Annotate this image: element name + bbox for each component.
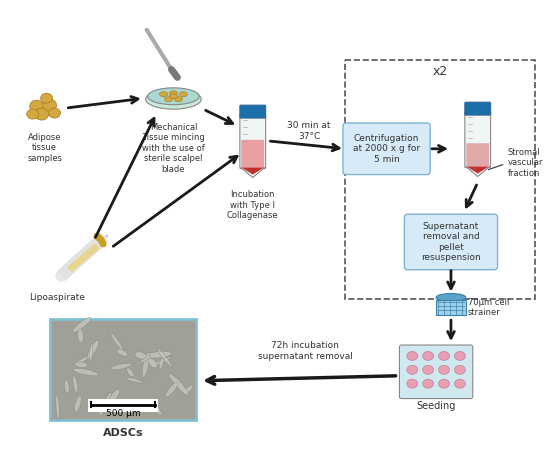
Ellipse shape [73, 376, 78, 393]
Ellipse shape [151, 400, 161, 415]
Ellipse shape [111, 363, 131, 370]
Ellipse shape [407, 351, 418, 360]
Ellipse shape [145, 351, 172, 358]
Ellipse shape [126, 368, 134, 377]
FancyBboxPatch shape [241, 140, 264, 168]
Ellipse shape [454, 379, 465, 388]
Ellipse shape [169, 374, 189, 395]
FancyBboxPatch shape [399, 345, 473, 399]
Ellipse shape [183, 385, 193, 394]
Ellipse shape [423, 351, 433, 360]
Ellipse shape [135, 352, 147, 359]
Ellipse shape [148, 88, 199, 105]
FancyBboxPatch shape [240, 105, 266, 118]
Ellipse shape [157, 348, 172, 367]
Ellipse shape [407, 365, 418, 374]
FancyBboxPatch shape [465, 102, 491, 115]
Ellipse shape [146, 89, 201, 109]
Text: Adipose
tissue
samples: Adipose tissue samples [27, 133, 62, 163]
Ellipse shape [169, 91, 178, 96]
Ellipse shape [407, 379, 418, 388]
Ellipse shape [78, 356, 90, 363]
Polygon shape [241, 167, 265, 177]
Text: Seeding: Seeding [416, 401, 456, 411]
FancyBboxPatch shape [343, 123, 430, 175]
Ellipse shape [140, 355, 151, 363]
Polygon shape [466, 166, 490, 176]
Ellipse shape [174, 97, 183, 102]
Ellipse shape [148, 358, 157, 368]
Text: 70μm cell
strainer: 70μm cell strainer [468, 298, 509, 317]
Text: ADSCs: ADSCs [103, 428, 143, 438]
FancyBboxPatch shape [87, 399, 158, 412]
Ellipse shape [42, 99, 57, 111]
Text: Supernatant
removal and
pellet
resuspension: Supernatant removal and pellet resuspens… [421, 222, 481, 262]
Ellipse shape [48, 108, 60, 118]
FancyBboxPatch shape [436, 300, 466, 315]
FancyBboxPatch shape [240, 114, 266, 168]
Ellipse shape [73, 317, 91, 333]
Text: Incubation
with Type I
Collagenase: Incubation with Type I Collagenase [227, 191, 278, 220]
Text: 72h incubation
supernatant removal: 72h incubation supernatant removal [258, 342, 353, 361]
Text: Lipoaspirate: Lipoaspirate [30, 293, 85, 303]
Ellipse shape [164, 97, 173, 102]
FancyBboxPatch shape [50, 319, 196, 420]
Ellipse shape [117, 349, 128, 356]
Ellipse shape [150, 357, 171, 368]
Text: 30 min at
37°C: 30 min at 37°C [288, 121, 331, 140]
Ellipse shape [454, 351, 465, 360]
Ellipse shape [41, 93, 53, 103]
Text: 500 μm: 500 μm [106, 410, 140, 419]
Ellipse shape [169, 94, 178, 99]
Text: Stromal
vascular
fraction: Stromal vascular fraction [508, 148, 543, 177]
Ellipse shape [125, 377, 143, 383]
Ellipse shape [454, 365, 465, 374]
Ellipse shape [109, 389, 120, 403]
Ellipse shape [64, 380, 69, 393]
Ellipse shape [438, 379, 449, 388]
Ellipse shape [423, 379, 433, 388]
Ellipse shape [99, 392, 111, 416]
Ellipse shape [179, 92, 188, 97]
Ellipse shape [142, 352, 150, 377]
FancyBboxPatch shape [404, 214, 498, 270]
Ellipse shape [159, 358, 163, 370]
FancyBboxPatch shape [466, 143, 489, 167]
Ellipse shape [111, 333, 123, 350]
Ellipse shape [30, 100, 43, 112]
Ellipse shape [436, 293, 466, 301]
Polygon shape [242, 167, 263, 175]
Polygon shape [467, 166, 488, 174]
Ellipse shape [27, 109, 38, 119]
Text: Mechanical
Tissue mincing
with the use of
sterile scalpel
blade: Mechanical Tissue mincing with the use o… [142, 123, 205, 174]
Ellipse shape [438, 365, 449, 374]
Ellipse shape [75, 361, 87, 368]
Ellipse shape [160, 92, 168, 97]
Ellipse shape [87, 340, 99, 359]
Ellipse shape [73, 368, 98, 376]
Ellipse shape [74, 396, 81, 412]
Ellipse shape [56, 394, 59, 420]
FancyBboxPatch shape [465, 111, 491, 167]
Ellipse shape [423, 365, 433, 374]
Ellipse shape [90, 343, 92, 362]
Text: x2: x2 [432, 65, 448, 78]
Ellipse shape [78, 328, 83, 342]
Ellipse shape [35, 108, 48, 120]
Ellipse shape [438, 351, 449, 360]
Ellipse shape [166, 382, 178, 397]
Text: Centrifugation
at 2000 x g for
5 min: Centrifugation at 2000 x g for 5 min [353, 134, 420, 164]
